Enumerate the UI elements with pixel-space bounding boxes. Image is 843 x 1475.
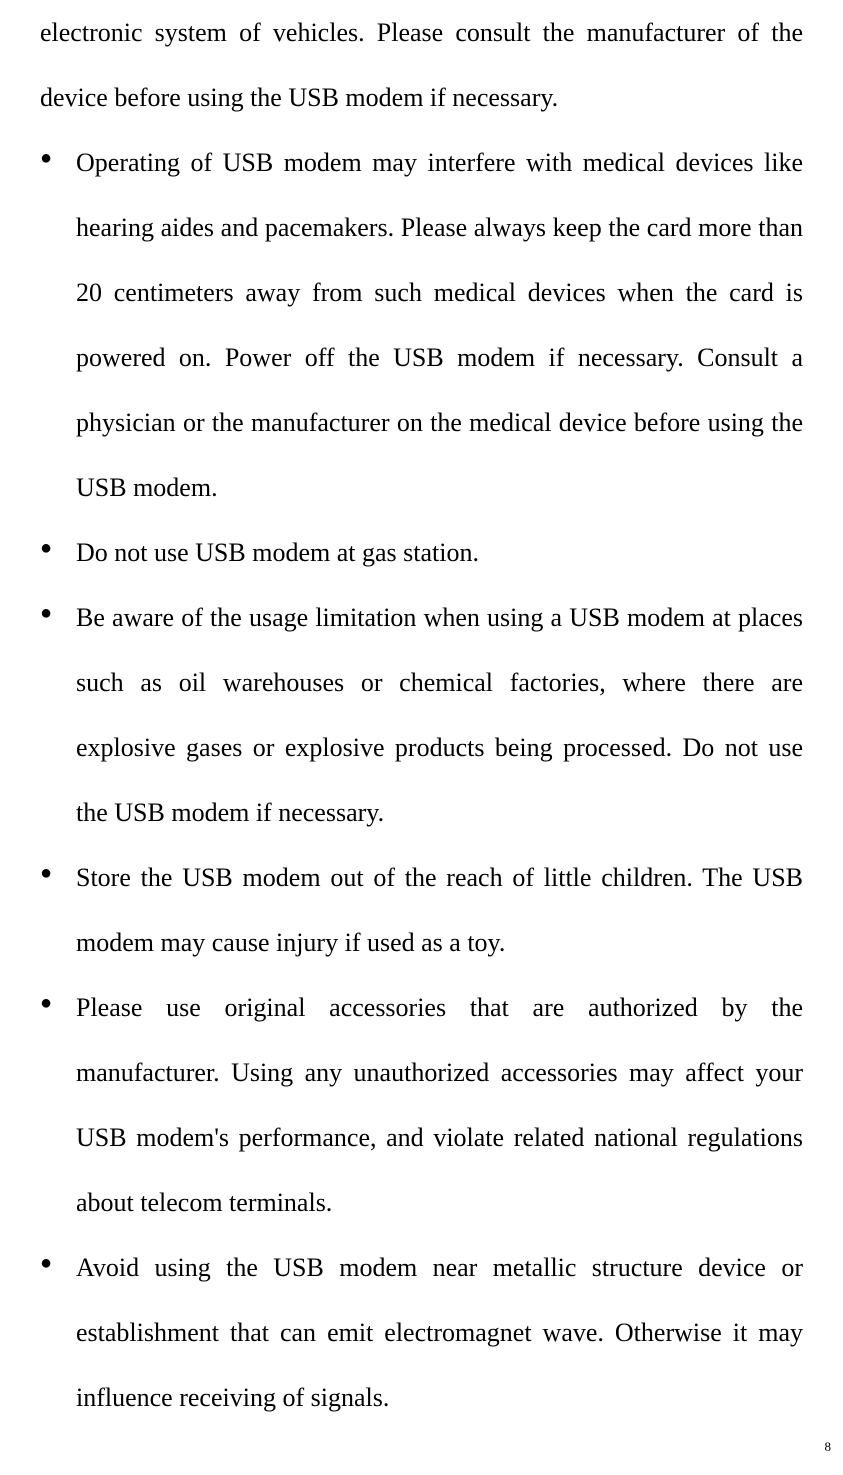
list-item: Please use original accessories that are… <box>40 975 803 1235</box>
list-item: Avoid using the USB modem near metallic … <box>40 1235 803 1430</box>
list-item: Operating of USB modem may interfere wit… <box>40 130 803 520</box>
list-item: Be aware of the usage limitation when us… <box>40 585 803 845</box>
continuation-paragraph: electronic system of vehicles. Please co… <box>40 0 803 130</box>
page-content: electronic system of vehicles. Please co… <box>0 0 843 1430</box>
list-item: Do not use USB modem at gas station. <box>40 520 803 585</box>
page-number: 8 <box>825 1439 832 1455</box>
bullet-list: Operating of USB modem may interfere wit… <box>40 130 803 1430</box>
list-item: Store the USB modem out of the reach of … <box>40 845 803 975</box>
